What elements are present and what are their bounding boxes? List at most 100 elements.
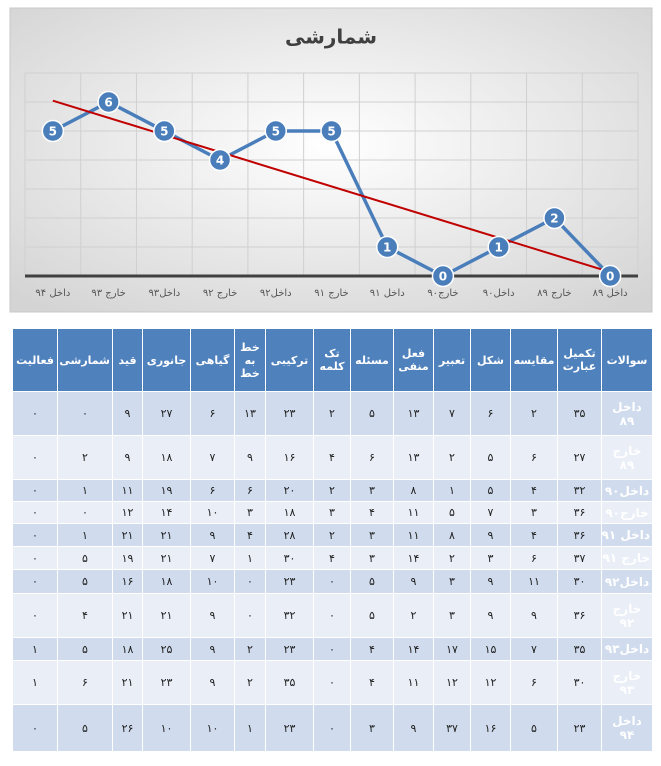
- data-point: [598, 264, 622, 288]
- data-label: 4: [216, 154, 224, 168]
- column-header: فعل منفی: [393, 328, 434, 392]
- header-row: سوالات تکمیل عبارت مقایسه شکل تعبیر فعل منفی م…: [12, 328, 653, 392]
- table-cell: ۰: [313, 569, 351, 594]
- table-cell: ۹: [190, 523, 235, 547]
- table-cell: ۳: [433, 593, 471, 638]
- column-header: تعبیر: [433, 328, 471, 392]
- table-cell: ۶: [510, 660, 558, 705]
- table-cell: ۹: [190, 593, 235, 638]
- table-row: خارج ۹۳ ۳۰ ۶ ۱۲ ۱۲ ۱۱ ۴ ۰ ۳۵ ۲ ۹ ۲۳ ۲۱ ۶ ۱: [12, 660, 653, 705]
- table-cell: ۱: [12, 637, 58, 661]
- chart-title: شمارشی: [285, 25, 377, 49]
- table-cell: ۲۳: [557, 704, 602, 752]
- table-cell: ۲: [234, 660, 266, 705]
- table-cell: ۱۶: [265, 435, 314, 480]
- table-cell: ۱۱: [393, 523, 434, 547]
- table-cell: ۹: [470, 523, 511, 547]
- table-cell: ۲۶: [112, 704, 143, 752]
- table-cell: ۱۱: [112, 479, 143, 502]
- table-cell: ۱۲: [470, 660, 511, 705]
- table-cell: ۶: [190, 479, 235, 502]
- row-label: داخل ۹۴: [601, 704, 653, 752]
- table-cell: ۲: [313, 391, 351, 436]
- data-point: [431, 264, 455, 288]
- table-row: داخل ۹۱ ۳۶ ۴ ۹ ۸ ۱۱ ۳ ۲ ۲۸ ۴ ۹ ۲۱ ۲۱ ۱ ۰: [12, 523, 653, 547]
- table-cell: ۶: [510, 546, 558, 570]
- data-point: [97, 90, 120, 114]
- table-cell: ۶: [470, 391, 511, 436]
- data-label: 2: [550, 212, 558, 226]
- table-cell: ۸: [433, 523, 471, 547]
- data-label: 0: [606, 270, 614, 284]
- table-cell: ۶: [350, 435, 394, 480]
- table-cell: ۲: [393, 593, 434, 638]
- data-point: [487, 235, 510, 259]
- table-cell: ۲: [433, 546, 471, 570]
- table-cell: ۰: [57, 391, 113, 436]
- table-cell: ۱۰: [190, 501, 235, 524]
- table-cell: ۹: [112, 391, 143, 436]
- table-row: داخل۹۲ ۳۰ ۱۱ ۹ ۳ ۹ ۵ ۰ ۲۳ ۰ ۱۰ ۱۸ ۱۶ ۵ ۰: [12, 569, 653, 594]
- table-cell: ۲: [510, 391, 558, 436]
- table-cell: ۱۸: [142, 435, 191, 480]
- column-header: شکل: [470, 328, 511, 392]
- table-cell: ۲۰: [265, 479, 314, 502]
- row-label: خارج ۹۱: [601, 546, 653, 570]
- table-cell: ۳۰: [557, 660, 602, 705]
- column-header: فعالیت: [12, 328, 58, 392]
- table-cell: ۱: [234, 704, 266, 752]
- column-header: مسئله: [350, 328, 394, 392]
- row-label: خارج ۸۹: [601, 435, 653, 480]
- table-cell: ۵: [470, 479, 511, 502]
- row-label: داخل۹۰: [601, 479, 653, 502]
- table-cell: ۱۰: [190, 704, 235, 752]
- data-point: [320, 119, 343, 143]
- row-label: خارج ۹۲: [601, 593, 653, 638]
- table-cell: ۳: [350, 479, 394, 502]
- x-tick-label: داخل۹۰: [483, 288, 515, 299]
- table-cell: ۱۴: [393, 546, 434, 570]
- table-cell: ۰: [12, 435, 58, 480]
- table-cell: ۳: [350, 546, 394, 570]
- table-cell: ۳: [234, 501, 266, 524]
- chart: شمارشی داخل ۹۴ خارج ۹۳ داخل۹۳ خارج ۹۲ داخل۹۲…: [9, 7, 653, 313]
- table-cell: ۶: [234, 479, 266, 502]
- table-cell: ۴: [234, 523, 266, 547]
- table-cell: ۹: [510, 593, 558, 638]
- table-cell: ۰: [12, 523, 58, 547]
- table-cell: ۰: [12, 501, 58, 524]
- table-row: خارج ۹۲ ۳۶ ۹ ۹ ۳ ۲ ۵ ۰ ۳۲ ۰ ۹ ۲۱ ۲۱ ۴ ۰: [12, 593, 653, 638]
- table-cell: ۲۷: [557, 435, 602, 480]
- table-cell: ۱۳: [393, 391, 434, 436]
- table-cell: ۰: [12, 593, 58, 638]
- x-tick-label: داخل۹۲: [260, 288, 292, 299]
- table-cell: ۱۹: [142, 479, 191, 502]
- table-cell: ۱۲: [112, 501, 143, 524]
- table-row: خارج ۸۹ ۲۷ ۶ ۵ ۲ ۱۳ ۶ ۴ ۱۶ ۹ ۷ ۱۸ ۹ ۲ ۰: [12, 435, 653, 480]
- table-cell: ۰: [313, 660, 351, 705]
- table-cell: ۲۳: [265, 569, 314, 594]
- table-cell: ۱۰: [142, 704, 191, 752]
- table-cell: ۱۸: [265, 501, 314, 524]
- table-cell: ۳۵: [557, 391, 602, 436]
- table-cell: ۵: [350, 569, 394, 594]
- table-cell: ۵: [57, 546, 113, 570]
- data-label: 5: [272, 125, 280, 139]
- table-cell: ۱۴: [393, 637, 434, 661]
- table-cell: ۰: [12, 479, 58, 502]
- table-cell: ۷: [190, 435, 235, 480]
- data-label: 5: [327, 125, 335, 139]
- table-cell: ۹: [470, 593, 511, 638]
- table-cell: ۲۳: [265, 391, 314, 436]
- table-cell: ۰: [12, 391, 58, 436]
- table-cell: ۱۳: [393, 435, 434, 480]
- row-label: داخل ۸۹: [601, 391, 653, 436]
- table-row: خارج۹۰ ۳۶ ۳ ۷ ۵ ۱۱ ۴ ۳ ۱۸ ۳ ۱۰ ۱۴ ۱۲ ۰ ۰: [12, 501, 653, 524]
- table-row: داخل۹۳ ۳۵ ۷ ۱۵ ۱۷ ۱۴ ۴ ۰ ۲۳ ۲ ۹ ۲۵ ۱۸ ۵ ۱: [12, 637, 653, 661]
- table-cell: ۳: [470, 546, 511, 570]
- table-cell: ۴: [510, 479, 558, 502]
- table-cell: ۳۲: [265, 593, 314, 638]
- data-label: 1: [495, 241, 503, 255]
- table-cell: ۱۶: [112, 569, 143, 594]
